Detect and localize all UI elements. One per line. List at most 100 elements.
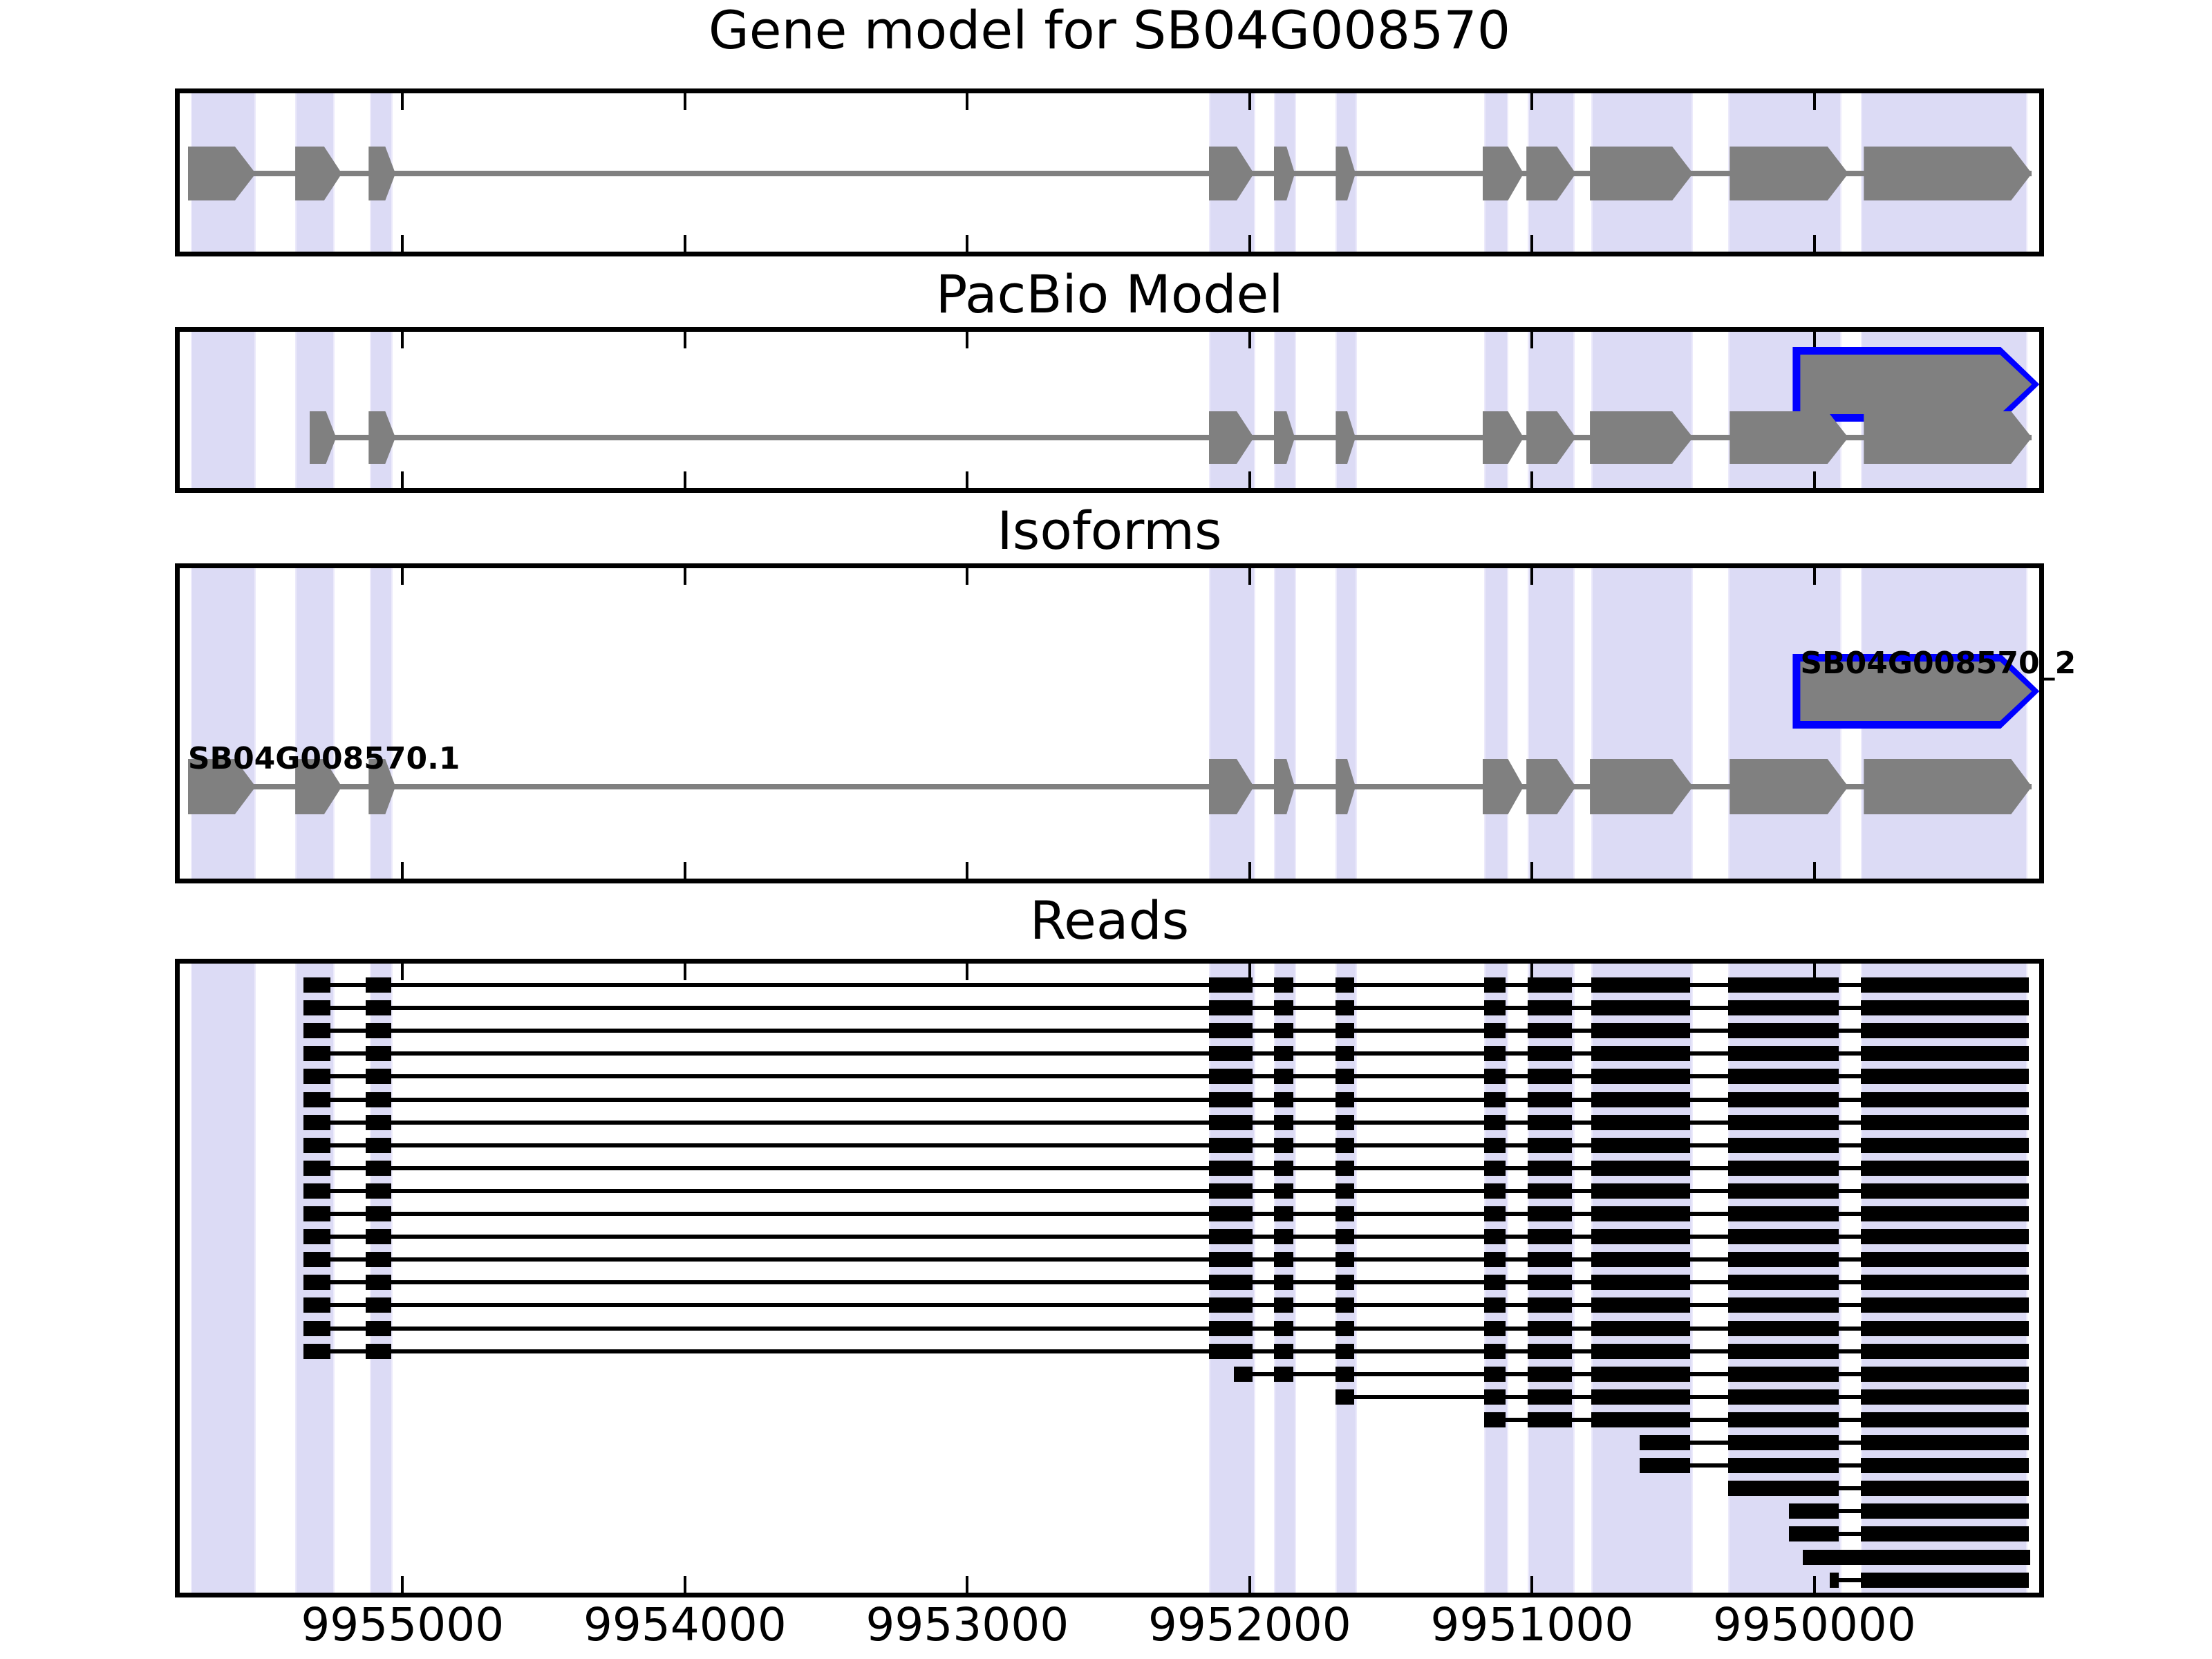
- read-exon-block: [1591, 1412, 1691, 1427]
- read-exon-block: [303, 1320, 331, 1336]
- exon-arrow: [1864, 147, 2032, 200]
- read-exon-block: [1273, 1183, 1294, 1199]
- read-exon-block: [1528, 1320, 1572, 1336]
- exon-highlight-band: [295, 332, 335, 488]
- read-exon-block: [303, 1206, 331, 1221]
- read-exon-block: [1528, 1160, 1572, 1176]
- highlighted-isoform-arrow: [1792, 347, 2040, 422]
- exon-highlight-band: [1273, 332, 1297, 488]
- read-exon-block: [1483, 1091, 1506, 1107]
- read-exon-block: [1861, 1252, 2030, 1268]
- read-exon-block: [366, 1275, 391, 1291]
- read-exon-block: [1591, 1389, 1691, 1405]
- read-intron-line: [303, 1188, 2030, 1193]
- read-exon-block: [1728, 1091, 1839, 1107]
- x-tick-mark: [966, 1576, 969, 1593]
- read-exon-block: [1861, 1572, 2030, 1588]
- x-tick-label: 9952000: [1147, 1598, 1351, 1651]
- read-exon-block: [1335, 1183, 1354, 1199]
- exon-arrow: [1864, 759, 2032, 814]
- read-exon-block: [1861, 1458, 2030, 1474]
- read-exon-block: [366, 1114, 391, 1130]
- read-intron-line: [303, 1074, 2030, 1079]
- exon-highlight-band: [295, 568, 335, 879]
- highlighted-isoform-arrow-fill: [1800, 355, 2032, 414]
- transcript-intron-line: [309, 435, 2032, 440]
- read-exon-block: [1639, 1458, 1691, 1474]
- read-exon-block: [1208, 1320, 1253, 1336]
- read-exon-block: [1861, 1526, 2030, 1542]
- read-exon-block: [1728, 1183, 1839, 1199]
- read-intron-line: [303, 1120, 2030, 1125]
- x-tick-mark: [1812, 471, 1816, 488]
- transcript-intron-line: [187, 784, 2032, 789]
- read-exon-block: [366, 1000, 391, 1016]
- read-exon-block: [1591, 1343, 1691, 1359]
- read-intron-line: [303, 1029, 2030, 1033]
- read-exon-block: [1483, 1366, 1506, 1382]
- read-exon-block: [366, 1023, 391, 1039]
- read-exon-block: [1273, 1275, 1294, 1291]
- read-exon-block: [366, 1320, 391, 1336]
- read-exon-block: [303, 1114, 331, 1130]
- read-exon-block: [303, 1229, 331, 1245]
- exon-arrow: [1590, 411, 1694, 464]
- read-exon-block: [1208, 1183, 1253, 1199]
- read-exon-block: [303, 1297, 331, 1313]
- read-exon-block: [303, 1091, 331, 1107]
- exon-highlight-band: [370, 332, 393, 488]
- panel-isoforms: SB04G008570_2 SB04G008570.1: [175, 563, 2076, 883]
- read-exon-block: [1639, 1435, 1691, 1450]
- x-tick-mark: [401, 862, 404, 879]
- read-exon-block: [1789, 1503, 1839, 1519]
- exon-arrow: [1482, 147, 1524, 200]
- read-exon-block: [1208, 1091, 1253, 1107]
- read-exon-block: [1483, 1114, 1506, 1130]
- read-exon-block: [1528, 1091, 1572, 1107]
- panel-title-reads: Reads: [1029, 890, 1190, 951]
- isoform-label: SB04G008570_2: [1800, 646, 2077, 681]
- read-exon-block: [1591, 1000, 1691, 1016]
- read-exon-block: [1335, 1343, 1354, 1359]
- read-exon-block: [366, 1297, 391, 1313]
- exon-highlight-band: [1335, 332, 1357, 488]
- x-tick-mark: [683, 93, 686, 110]
- read-exon-block: [1335, 1275, 1354, 1291]
- read-exon-block: [303, 977, 331, 993]
- exon-highlight-band: [1528, 332, 1575, 488]
- read-exon-block: [1273, 1000, 1294, 1016]
- x-tick-mark: [401, 964, 404, 980]
- read-exon-block: [1483, 1252, 1506, 1268]
- read-exon-block: [1335, 1000, 1354, 1016]
- read-exon-block: [1591, 977, 1691, 993]
- exon-highlight-band: [1528, 568, 1575, 879]
- exon-highlight-band: [1591, 568, 1694, 879]
- exon-highlight-band: [1273, 568, 1297, 879]
- read-exon-block: [1861, 1412, 2030, 1427]
- read-exon-block: [1528, 1343, 1572, 1359]
- x-tick-mark: [1530, 471, 1534, 488]
- exon-highlight-band: [1483, 332, 1508, 488]
- x-tick-mark: [966, 93, 969, 110]
- read-exon-block: [1335, 1091, 1354, 1107]
- highlighted-isoform-arrow: [1792, 654, 2040, 729]
- read-exon-block: [1335, 1229, 1354, 1245]
- x-tick-mark: [1530, 332, 1534, 348]
- read-intron-line: [303, 1257, 2030, 1262]
- x-tick-mark: [1812, 93, 1816, 110]
- x-tick-mark: [1812, 964, 1816, 980]
- read-exon-block: [1208, 1206, 1253, 1221]
- read-exon-block: [1861, 1389, 2030, 1405]
- read-exon-block: [1803, 1549, 2031, 1565]
- read-exon-block: [366, 1229, 391, 1245]
- read-exon-block: [1483, 1046, 1506, 1062]
- read-exon-block: [1335, 1206, 1354, 1221]
- read-exon-block: [1335, 1023, 1354, 1039]
- read-exon-block: [1273, 1229, 1294, 1245]
- panel-pacbio-model: [175, 327, 2044, 493]
- read-exon-block: [1528, 1206, 1572, 1221]
- read-exon-block: [1208, 1137, 1253, 1153]
- read-exon-block: [1273, 1114, 1294, 1130]
- panel-gene-model: [175, 88, 2044, 256]
- exon-highlight-band: [190, 964, 256, 1593]
